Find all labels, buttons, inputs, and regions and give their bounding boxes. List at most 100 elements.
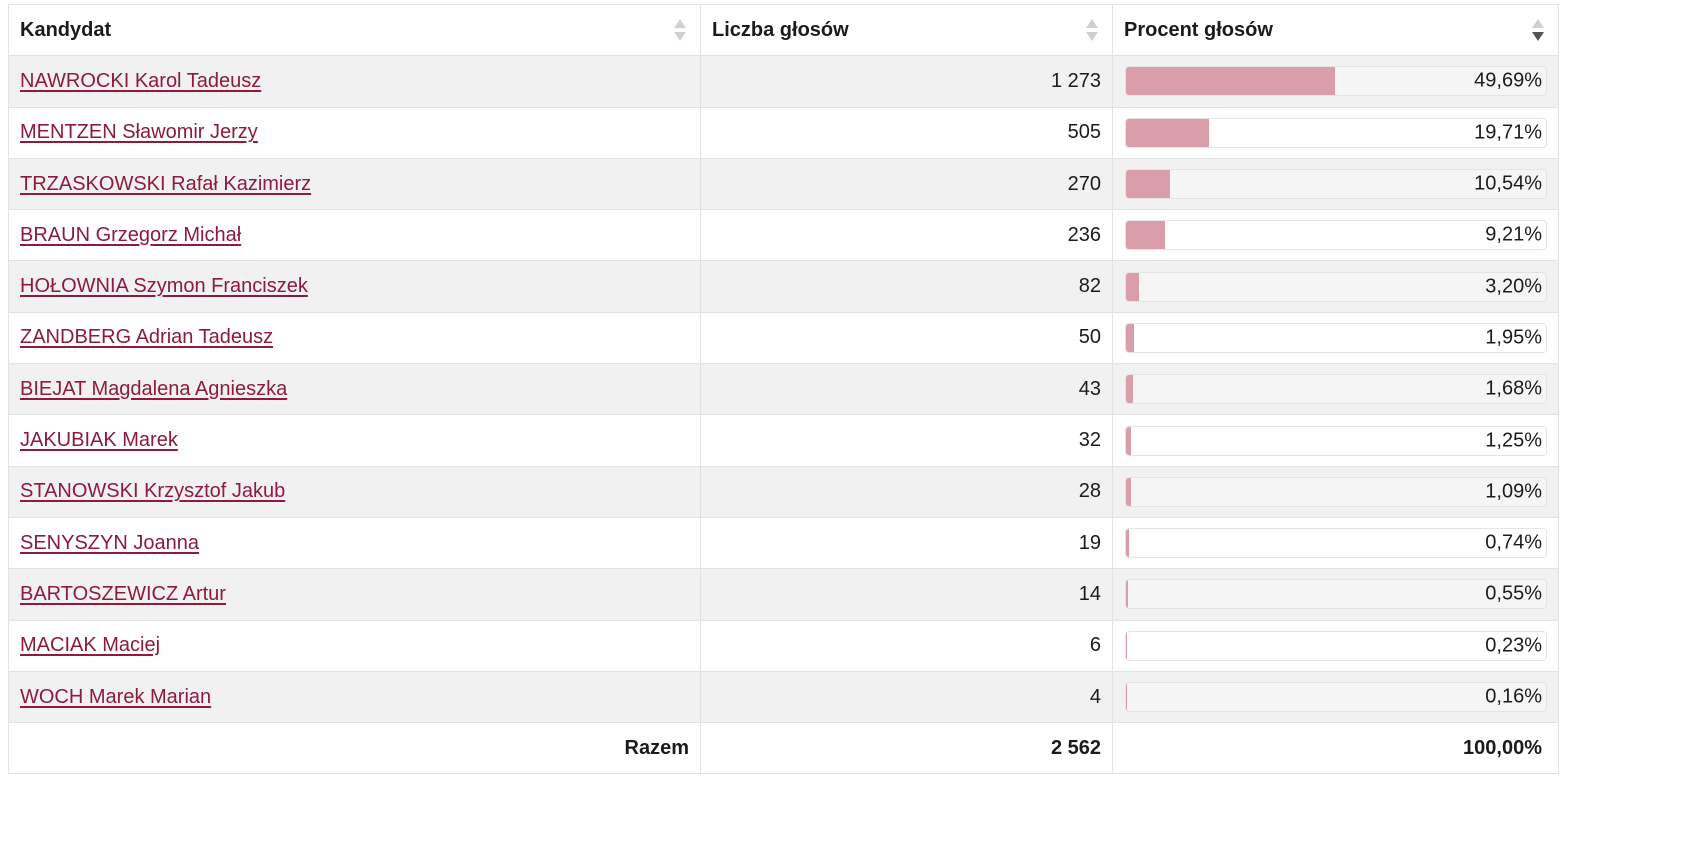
candidate-link[interactable]: ZANDBERG Adrian Tadeusz: [20, 326, 274, 349]
candidate-link[interactable]: HOŁOWNIA Szymon Franciszek: [20, 275, 308, 298]
candidate-cell: NAWROCKI Karol Tadeusz: [8, 55, 701, 108]
percent-cell: 19,71%: [1112, 106, 1559, 159]
votes-cell: 505: [700, 106, 1113, 159]
percent-cell: 0,55%: [1112, 568, 1559, 621]
table-row: STANOWSKI Krzysztof Jakub 28 1,09%: [8, 465, 1559, 518]
total-row: Razem 2 562 100,00%: [8, 722, 1559, 775]
candidate-link[interactable]: MACIAK Maciej: [20, 634, 161, 657]
percent-value: 3,20%: [1485, 275, 1542, 298]
candidate-link[interactable]: BRAUN Grzegorz Michał: [20, 223, 242, 246]
votes-cell: 1 273: [700, 55, 1113, 108]
candidate-cell: WOCH Marek Marian: [8, 670, 701, 724]
table-body: NAWROCKI Karol Tadeusz 1 273 49,69% MENT…: [8, 55, 1559, 724]
percent-bar-fill: [1126, 631, 1127, 660]
candidate-cell: MACIAK Maciej: [8, 619, 701, 672]
candidate-cell: HOŁOWNIA Szymon Franciszek: [8, 260, 701, 313]
sort-descending-icon[interactable]: [1532, 17, 1544, 43]
sort-icon[interactable]: [1086, 17, 1098, 43]
percent-bar: 0,23%: [1125, 630, 1547, 661]
candidate-cell: BIEJAT Magdalena Agnieszka: [8, 363, 701, 416]
candidate-cell: BARTOSZEWICZ Artur: [8, 568, 701, 621]
table-row: JAKUBIAK Marek 32 1,25%: [8, 414, 1559, 467]
percent-bar: 19,71%: [1125, 117, 1547, 148]
candidate-link[interactable]: JAKUBIAK Marek: [20, 429, 178, 452]
table-row: TRZASKOWSKI Rafał Kazimierz 270 10,54%: [8, 157, 1559, 211]
results-table-container: Kandydat Liczba głosów Procent głosów NA…: [8, 3, 1559, 775]
candidate-cell: SENYSZYN Joanna: [8, 516, 701, 570]
percent-bar-fill: [1126, 375, 1134, 404]
table-row: BRAUN Grzegorz Michał 236 9,21%: [8, 209, 1559, 262]
percent-bar: 0,55%: [1125, 579, 1547, 610]
percent-value: 0,74%: [1485, 531, 1542, 554]
column-header-candidate[interactable]: Kandydat: [8, 3, 701, 57]
table-row: BIEJAT Magdalena Agnieszka 43 1,68%: [8, 363, 1559, 416]
candidate-link[interactable]: BIEJAT Magdalena Agnieszka: [20, 377, 288, 400]
percent-bar-fill: [1126, 170, 1171, 199]
percent-bar-fill: [1126, 529, 1130, 558]
percent-cell: 9,21%: [1112, 209, 1559, 262]
total-votes: 2 562: [700, 722, 1113, 775]
column-header-votes[interactable]: Liczba głosów: [700, 3, 1113, 57]
percent-bar-fill: [1126, 272, 1140, 301]
percent-value: 1,09%: [1485, 480, 1542, 503]
candidate-link[interactable]: WOCH Marek Marian: [20, 685, 212, 708]
candidate-cell: TRZASKOWSKI Rafał Kazimierz: [8, 157, 701, 211]
votes-cell: 236: [700, 209, 1113, 262]
column-header-label: Liczba głosów: [712, 18, 849, 41]
votes-cell: 32: [700, 414, 1113, 467]
percent-bar: 1,95%: [1125, 322, 1547, 353]
percent-bar: 1,68%: [1125, 374, 1547, 405]
percent-cell: 0,23%: [1112, 619, 1559, 672]
percent-bar: 9,21%: [1125, 220, 1547, 251]
candidate-link[interactable]: TRZASKOWSKI Rafał Kazimierz: [20, 172, 312, 195]
percent-cell: 1,09%: [1112, 465, 1559, 518]
candidate-link[interactable]: MENTZEN Sławomir Jerzy: [20, 121, 258, 144]
percent-value: 10,54%: [1474, 172, 1542, 195]
percent-value: 1,95%: [1485, 326, 1542, 349]
votes-cell: 14: [700, 568, 1113, 621]
candidate-cell: STANOWSKI Krzysztof Jakub: [8, 465, 701, 518]
table-row: MACIAK Maciej 6 0,23%: [8, 619, 1559, 672]
percent-bar-fill: [1126, 221, 1165, 250]
column-header-label: Kandydat: [20, 18, 112, 41]
votes-cell: 4: [700, 670, 1113, 724]
table-row: SENYSZYN Joanna 19 0,74%: [8, 516, 1559, 570]
table-row: BARTOSZEWICZ Artur 14 0,55%: [8, 568, 1559, 621]
votes-cell: 6: [700, 619, 1113, 672]
percent-bar: 10,54%: [1125, 169, 1547, 200]
percent-value: 0,23%: [1485, 634, 1542, 657]
table-row: WOCH Marek Marian 4 0,16%: [8, 670, 1559, 724]
candidate-link[interactable]: NAWROCKI Karol Tadeusz: [20, 69, 262, 92]
percent-cell: 1,25%: [1112, 414, 1559, 467]
table-header-row: Kandydat Liczba głosów Procent głosów: [8, 3, 1559, 57]
table-row: NAWROCKI Karol Tadeusz 1 273 49,69%: [8, 55, 1559, 108]
candidate-link[interactable]: SENYSZYN Joanna: [20, 531, 199, 554]
percent-value: 9,21%: [1485, 223, 1542, 246]
percent-cell: 0,74%: [1112, 516, 1559, 570]
votes-cell: 50: [700, 311, 1113, 365]
candidate-cell: MENTZEN Sławomir Jerzy: [8, 106, 701, 159]
votes-cell: 43: [700, 363, 1113, 416]
percent-bar: 0,74%: [1125, 528, 1547, 559]
votes-cell: 82: [700, 260, 1113, 313]
percent-bar: 49,69%: [1125, 66, 1547, 97]
percent-value: 1,68%: [1485, 377, 1542, 400]
column-header-label: Procent głosów: [1124, 18, 1273, 41]
total-percent: 100,00%: [1112, 722, 1559, 775]
percent-value: 1,25%: [1485, 429, 1542, 452]
column-header-percent[interactable]: Procent głosów: [1112, 3, 1559, 57]
votes-cell: 270: [700, 157, 1113, 211]
candidate-cell: BRAUN Grzegorz Michał: [8, 209, 701, 262]
candidate-link[interactable]: BARTOSZEWICZ Artur: [20, 582, 226, 605]
votes-cell: 28: [700, 465, 1113, 518]
percent-cell: 1,95%: [1112, 311, 1559, 365]
percent-value: 0,55%: [1485, 582, 1542, 605]
sort-icon[interactable]: [674, 17, 686, 43]
candidate-cell: ZANDBERG Adrian Tadeusz: [8, 311, 701, 365]
percent-bar-fill: [1126, 323, 1135, 352]
percent-bar: 1,09%: [1125, 476, 1547, 507]
percent-value: 19,71%: [1474, 121, 1542, 144]
candidate-link[interactable]: STANOWSKI Krzysztof Jakub: [20, 480, 286, 503]
table-row: MENTZEN Sławomir Jerzy 505 19,71%: [8, 106, 1559, 159]
percent-bar-fill: [1126, 67, 1335, 96]
